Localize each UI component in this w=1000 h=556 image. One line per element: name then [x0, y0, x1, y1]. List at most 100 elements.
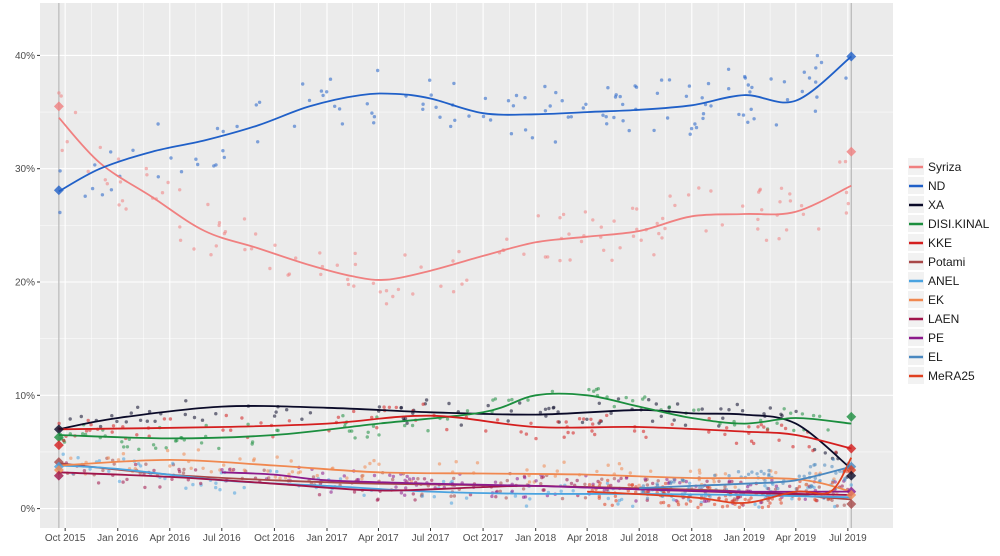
legend-label-anel: ANEL: [928, 274, 960, 288]
poll-dot: [788, 199, 793, 203]
poll-dot: [598, 419, 602, 423]
poll-dot: [432, 495, 436, 499]
poll-dot: [60, 148, 64, 153]
poll-dot: [778, 497, 782, 502]
poll-dot: [257, 100, 262, 105]
poll-dot: [657, 231, 661, 236]
poll-dot: [584, 102, 588, 107]
poll-dot: [784, 228, 789, 232]
poll-dot: [411, 476, 416, 481]
poll-dot: [110, 430, 114, 434]
poll-dot: [782, 407, 786, 411]
poll-dot: [262, 468, 266, 472]
poll-dot: [81, 432, 85, 436]
poll-dot: [702, 499, 707, 503]
poll-dot: [168, 417, 173, 421]
poll-dot: [709, 189, 713, 193]
poll-dot: [804, 483, 808, 487]
poll-dot: [815, 95, 819, 99]
poll-dot: [698, 486, 702, 490]
poll-dot: [676, 500, 680, 504]
poll-dot: [441, 479, 446, 484]
poll-dot: [616, 502, 620, 506]
poll-dot: [340, 122, 345, 126]
poll-dot: [800, 89, 804, 94]
election-result-marker: [846, 490, 857, 500]
y-tick-label: 20%: [15, 278, 35, 289]
poll-dot: [808, 471, 812, 475]
poll-dot: [601, 113, 605, 117]
election-result-marker: [53, 432, 64, 443]
poll-dots: [57, 53, 853, 510]
poll-dot: [254, 103, 258, 107]
poll-dot: [240, 416, 244, 420]
poll-dot: [222, 155, 226, 160]
poll-dot: [665, 116, 670, 120]
poll-dot: [814, 66, 818, 70]
poll-dot: [73, 110, 78, 115]
poll-dot: [421, 102, 425, 106]
poll-dot: [630, 483, 634, 488]
poll-dot: [712, 502, 717, 507]
election-result-marker: [53, 440, 64, 451]
poll-dot: [683, 423, 688, 427]
poll-dot: [833, 504, 837, 509]
poll-dot: [107, 469, 111, 473]
poll-dot: [275, 455, 279, 459]
poll-dot: [567, 232, 571, 236]
poll-dot: [510, 397, 514, 402]
poll-dot: [151, 443, 156, 447]
poll-dot: [527, 480, 532, 484]
poll-dot: [704, 229, 708, 233]
poll-dot: [809, 484, 813, 488]
poll-dot: [65, 140, 69, 144]
poll-dot: [221, 428, 225, 432]
poll-dot: [736, 470, 741, 474]
poll-dot: [618, 94, 622, 99]
poll-dot: [145, 173, 149, 177]
poll-dot: [813, 476, 817, 480]
trend-line-ek: [58, 458, 852, 493]
poll-dot: [562, 460, 566, 464]
poll-dot: [740, 409, 745, 413]
poll-dot: [523, 475, 527, 480]
poll-dot: [341, 414, 345, 418]
poll-dot: [802, 474, 806, 478]
poll-dot: [399, 406, 403, 410]
poll-dot: [548, 104, 552, 108]
poll-dot: [232, 491, 237, 495]
poll-dot: [543, 109, 548, 113]
poll-dot: [242, 217, 247, 221]
poll-dot: [598, 481, 602, 485]
poll-dot: [405, 421, 409, 425]
poll-dot: [689, 126, 694, 131]
poll-dot: [753, 502, 757, 506]
poll-dot: [419, 265, 423, 269]
poll-dot: [727, 408, 731, 412]
poll-dot: [840, 484, 844, 488]
poll-dot: [137, 447, 141, 451]
poll-dot: [468, 493, 473, 497]
poll-dot: [484, 429, 488, 433]
legend: Syriza ND XA DISI.KINAL KKE Potami ANEL EK LAEN P…: [905, 157, 995, 389]
poll-dot: [660, 236, 664, 240]
poll-dot: [803, 497, 807, 501]
poll-dot: [569, 115, 573, 119]
poll-dot: [552, 405, 556, 410]
poll-dot: [556, 410, 560, 414]
poll-dot: [709, 104, 713, 108]
poll-dot: [560, 496, 565, 501]
poll-dot: [569, 481, 574, 486]
poll-dot: [298, 470, 303, 474]
poll-dot: [266, 469, 270, 473]
poll-dot: [464, 496, 469, 500]
poll-dot: [86, 418, 90, 423]
poll-dot: [90, 186, 95, 191]
poll-dot: [556, 420, 560, 424]
poll-dot: [735, 402, 739, 407]
trend-line-nd: [58, 55, 852, 193]
poll-dot: [89, 423, 93, 427]
poll-dot: [177, 467, 181, 472]
poll-dot: [308, 411, 313, 415]
poll-dot: [376, 68, 380, 73]
